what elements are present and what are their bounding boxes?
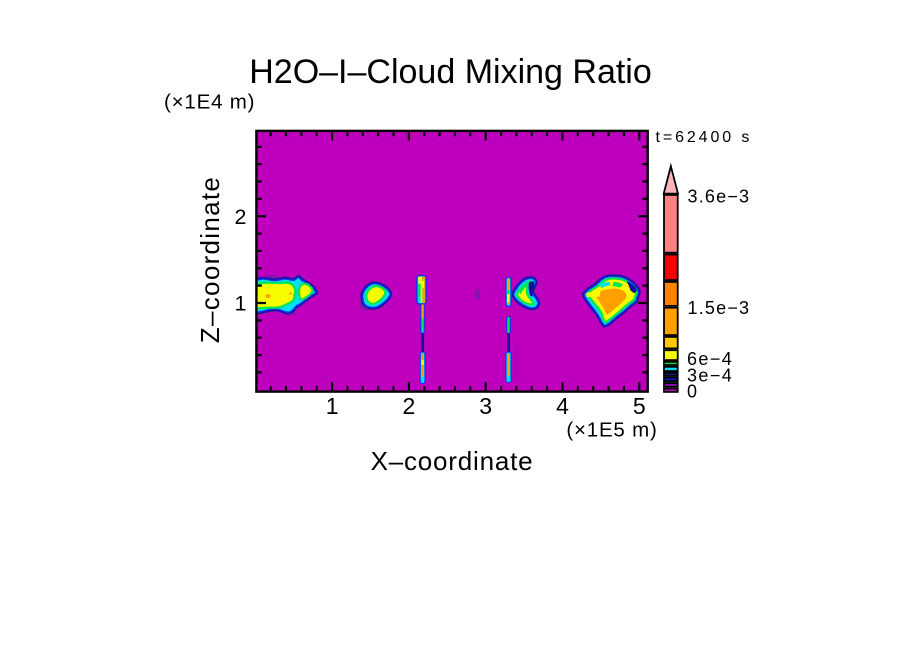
svg-text:1: 1 bbox=[326, 393, 339, 419]
svg-text:2: 2 bbox=[235, 205, 247, 229]
svg-text:3: 3 bbox=[479, 393, 492, 419]
svg-text:(×1E5 m): (×1E5 m) bbox=[566, 419, 657, 442]
svg-text:X–coordinate: X–coordinate bbox=[371, 446, 534, 476]
svg-text:H2O–I–Cloud Mixing Ratio: H2O–I–Cloud Mixing Ratio bbox=[249, 53, 652, 91]
svg-text:5: 5 bbox=[633, 393, 646, 419]
svg-text:1.5e−3: 1.5e−3 bbox=[688, 298, 751, 318]
svg-text:Z–coordinate: Z–coordinate bbox=[195, 176, 225, 343]
svg-text:3e−4: 3e−4 bbox=[687, 366, 733, 386]
svg-text:0: 0 bbox=[687, 382, 697, 402]
svg-text:2: 2 bbox=[403, 393, 416, 419]
svg-text:t=62400 s: t=62400 s bbox=[656, 129, 753, 146]
svg-text:1: 1 bbox=[235, 292, 247, 316]
svg-text:4: 4 bbox=[556, 393, 569, 419]
svg-text:3.6e−3: 3.6e−3 bbox=[688, 186, 751, 206]
svg-text:6e−4: 6e−4 bbox=[687, 349, 733, 369]
svg-text:(×1E4 m): (×1E4 m) bbox=[164, 91, 255, 114]
